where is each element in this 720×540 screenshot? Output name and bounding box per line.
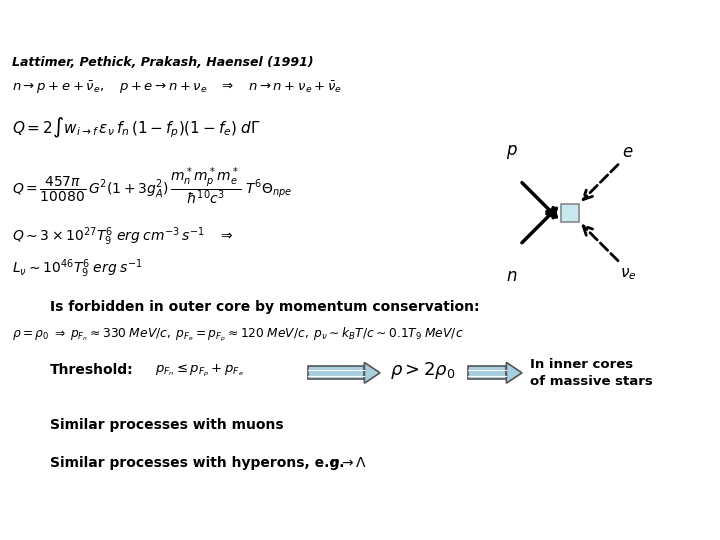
Text: $Q \sim 3\times10^{27} T_9^6 \; erg\; cm^{-3}\, s^{-1} \quad \Rightarrow$: $Q \sim 3\times10^{27} T_9^6 \; erg\; cm… [12,226,233,248]
Text: Similar processes with hyperons, e.g.: Similar processes with hyperons, e.g. [50,456,344,470]
Text: $L_\nu \sim 10^{46} T_9^6 \; erg\; s^{-1}$: $L_\nu \sim 10^{46} T_9^6 \; erg\; s^{-1… [12,258,143,280]
Text: $Q = 2\int w_{i\rightarrow f}\, \varepsilon_\nu \, f_n \,(1-f_p)(1-f_e) \; d\Gam: $Q = 2\int w_{i\rightarrow f}\, \varepsi… [12,116,261,140]
Bar [468,366,506,379]
Text: $n$: $n$ [506,267,518,285]
Text: $n \rightarrow \Lambda$: $n \rightarrow \Lambda$ [330,456,367,470]
Text: In inner cores
of massive stars: In inner cores of massive stars [530,358,653,388]
Text: Similar processes with muons: Similar processes with muons [50,418,284,432]
Text: $n \rightarrow p+e+\bar{\nu}_e, \quad p+e \rightarrow n+\nu_e \quad \Rightarrow : $n \rightarrow p+e+\bar{\nu}_e, \quad p+… [12,79,342,96]
Bar [561,204,579,222]
Text: $e$: $e$ [622,143,634,160]
Text: Is forbidden in outer core by momentum conservation:: Is forbidden in outer core by momentum c… [50,300,480,314]
Text: $\nu_e$: $\nu_e$ [620,267,636,282]
Text: $p_{F_n} \leq p_{F_p}+p_{F_e}$: $p_{F_n} \leq p_{F_p}+p_{F_e}$ [155,363,244,379]
Text: $\rho > 2\rho_0$: $\rho > 2\rho_0$ [390,360,456,381]
Text: $\rho = \rho_0 \; \Rightarrow \; p_{F_n} \approx 330 \; MeV/c, \; p_{F_e} = p_{F: $\rho = \rho_0 \; \Rightarrow \; p_{F_n}… [12,326,464,344]
Text: $Q = \dfrac{457\pi}{10080} \, G^2(1+3g_A^2) \, \dfrac{m_n^* m_p^* m_e^*}{\hbar^{: $Q = \dfrac{457\pi}{10080} \, G^2(1+3g_A… [12,166,292,207]
Polygon shape [364,362,380,383]
Text: Lattimer, Pethick, Prakash, Haensel (1991): Lattimer, Pethick, Prakash, Haensel (199… [12,56,314,69]
Text: Threshold:: Threshold: [50,363,134,377]
Bar [308,366,364,379]
Text: Strongest Neutrino Emission: Direct Urca Process: Strongest Neutrino Emission: Direct Urca… [0,11,720,37]
Polygon shape [506,362,522,383]
Text: $p$: $p$ [506,143,518,160]
